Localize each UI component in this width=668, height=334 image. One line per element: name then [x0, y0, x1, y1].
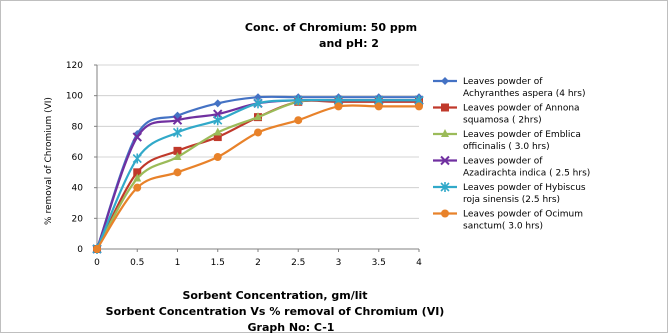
- series-3-point-4: [254, 112, 262, 121]
- legend-label-5-line-1: Leaves powder of Hybiscus: [463, 183, 586, 193]
- y-tick-label-2: 40: [72, 184, 84, 194]
- legend-swatch-marker-1: [441, 77, 449, 85]
- series-6-point-2: [173, 168, 182, 177]
- series-3: [93, 95, 423, 252]
- x-tick-label-0: 0: [94, 258, 100, 268]
- series-4-line: [95, 98, 419, 250]
- series-2-point-1: [133, 168, 142, 177]
- y-tick-label-5: 100: [66, 92, 83, 102]
- series-5-line: [95, 98, 419, 250]
- y-tick-label-3: 60: [72, 153, 84, 163]
- series-2: [93, 97, 423, 253]
- legend-entry-6: Leaves powder of Ocimum sanctum( 3.0 hrs): [433, 209, 583, 232]
- legend-label-1-line-1: Leaves powder of: [463, 77, 543, 87]
- series-3-line: [96, 98, 419, 250]
- series-2-point-3: [213, 133, 222, 142]
- x-axis-label: Sorbent Concentration, gm/lit: [182, 289, 367, 302]
- legend-entry-3: Leaves powder of Emblica officinalis ( 3.…: [433, 129, 581, 152]
- legend-entry-4: Leaves powder of Azadirachta indica ( 2.5…: [433, 155, 590, 179]
- legend-swatch-marker-3: [441, 129, 449, 137]
- x-tick-label-4: 2: [255, 258, 261, 268]
- x-tick-label-5: 2.5: [291, 258, 305, 268]
- series-5-point-3: [213, 115, 223, 126]
- series-1-point-4: [254, 93, 262, 102]
- x-tick-label-7: 3.5: [372, 258, 386, 268]
- series-4-point-1: [132, 132, 142, 142]
- y-tick-label-4: 80: [72, 122, 84, 132]
- series-6-point-6: [334, 102, 343, 111]
- series-6-point-1: [133, 183, 142, 192]
- series-5-point-2: [172, 127, 183, 138]
- x-tick-label-2: 1: [175, 258, 181, 268]
- series-6-point-5: [294, 116, 303, 125]
- legend-label-4-line-2: Azadirachta indica ( 2.5 hrs): [463, 169, 590, 179]
- legend-label-2-line-1: Leaves powder of Annona: [463, 104, 580, 114]
- x-tick-label-1: 0.5: [130, 258, 144, 268]
- legend-label-6-line-2: sanctum( 3.0 hrs): [463, 222, 543, 232]
- y-tick-label-0: 0: [77, 245, 83, 255]
- series-5-point-5: [293, 95, 303, 106]
- legend-swatch-marker-5: [440, 182, 450, 192]
- chart-title-line-1: Conc. of Chromium: 50 ppm: [245, 21, 417, 34]
- legend-label-3-line-1: Leaves powder of Emblica: [463, 130, 581, 140]
- series-5-point-4: [253, 98, 263, 109]
- y-tick-label-6: 120: [66, 61, 83, 71]
- series-5-point-1: [132, 153, 142, 164]
- series-6-point-7: [374, 102, 383, 111]
- series-6: [93, 102, 423, 253]
- legend-label-5-line-2: roja sinensis (2.5 hrs): [463, 195, 560, 205]
- y-tick-label-1: 20: [72, 214, 84, 224]
- series-3-point-1: [133, 173, 142, 182]
- x-tick-label-3: 1.5: [211, 258, 225, 268]
- series-1-point-3: [213, 99, 222, 108]
- series-3-point-2: [173, 152, 182, 160]
- legend-entry-1: Leaves powder of Achyranthes aspera (4 hr…: [433, 77, 585, 99]
- legend-entry-5: Leaves powder of Hybiscus roja sinensis (…: [433, 182, 586, 205]
- legend-label-2-line-2: squamosa ( 2hrs): [463, 116, 542, 126]
- series-3-point-3: [213, 127, 222, 136]
- legend-label-1-line-2: Achyranthes aspera (4 hrs): [463, 89, 585, 99]
- chart-title-line-2: and pH: 2: [319, 37, 379, 50]
- x-tick-label-6: 3: [336, 258, 342, 268]
- legend-label-4-line-1: Leaves powder of: [463, 157, 543, 167]
- legend-swatch-marker-4: [440, 155, 450, 166]
- legend-label-6-line-1: Leaves powder of Ocimum: [463, 210, 583, 220]
- legend-entry-2: Leaves powder of Annona squamosa ( 2hrs): [433, 103, 580, 126]
- series-6-point-8: [415, 102, 423, 111]
- legend-swatch-marker-2: [441, 103, 449, 112]
- legend-label-3-line-2: officinalis ( 3.0 hrs): [463, 142, 550, 152]
- legend-swatch-marker-6: [441, 209, 449, 218]
- chart-subtitle: Sorbent Concentration Vs % removal of Ch…: [106, 305, 445, 318]
- graph-number: Graph No: C-1: [248, 321, 335, 334]
- series-6-point-3: [213, 153, 222, 161]
- series-6-point-4: [254, 128, 262, 137]
- series-4-point-2: [172, 115, 183, 125]
- series-6-point-0: [93, 245, 101, 253]
- series-2-point-2: [173, 146, 182, 155]
- y-axis-label: % removal of Chromium (VI): [44, 97, 54, 225]
- x-tick-label-8: 4: [416, 258, 422, 268]
